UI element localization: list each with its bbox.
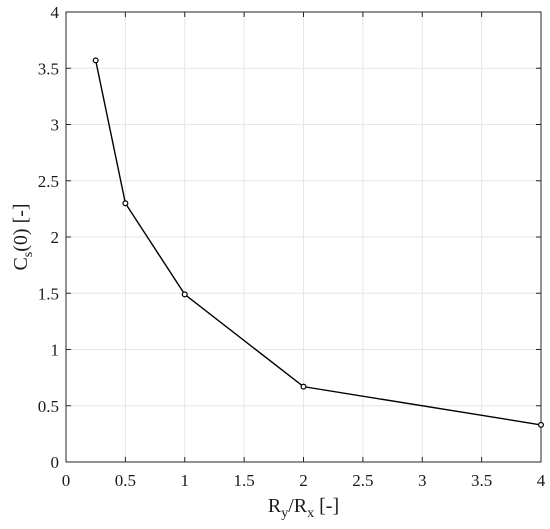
data-point-3: [300, 383, 307, 390]
data-point-4: [537, 421, 544, 428]
y-tick-label-7: 3.5: [38, 59, 59, 78]
y-axis-label-sub: s: [21, 252, 36, 257]
y-axis-label-main: C: [10, 257, 32, 270]
y-tick-label-0: 0: [51, 453, 60, 472]
y-tick-label-4: 2: [51, 228, 60, 247]
grid: [65, 11, 542, 463]
x-axis-label: Ry/Rx [-]: [268, 495, 339, 521]
x-tick-label-6: 3: [418, 471, 427, 490]
x-axis-label-sub1: y: [281, 506, 288, 521]
x-tick-label-7: 3.5: [471, 471, 492, 490]
series-group: [92, 57, 544, 428]
series-line-0: [95, 60, 542, 426]
data-point-2: [181, 291, 188, 298]
x-axis-label-sub2: x: [307, 506, 314, 521]
ticks: 0 0.5 1 1.5 2 2.5 3 3.5 4 0 0.5 1 1.5 2 2.5 3 3.5 4: [38, 3, 546, 490]
y-tick-label-8: 4: [51, 3, 60, 22]
x-tick-label-0: 0: [62, 471, 71, 490]
y-tick-label-2: 1: [51, 341, 60, 360]
y-tick-label-3: 1.5: [38, 284, 59, 303]
x-tick-label-3: 1.5: [234, 471, 255, 490]
y-tick-label-6: 3: [51, 116, 60, 135]
data-point-1: [122, 200, 129, 207]
x-tick-label-4: 2: [299, 471, 308, 490]
y-tick-label-1: 0.5: [38, 397, 59, 416]
y-tick-label-5: 2.5: [38, 172, 59, 191]
x-tick-label-5: 2.5: [352, 471, 373, 490]
y-axis-label-unit: (0) [-]: [10, 203, 32, 251]
x-axis-label-unit: [-]: [314, 495, 339, 517]
data-point-0: [92, 57, 99, 64]
x-axis-label-mid: /R: [288, 495, 308, 517]
y-axis-label: Cs(0) [-]: [10, 203, 36, 270]
x-tick-label-2: 1: [181, 471, 190, 490]
x-tick-label-8: 4: [537, 471, 546, 490]
x-tick-label-1: 0.5: [115, 471, 136, 490]
x-axis-label-main1: R: [268, 495, 282, 517]
